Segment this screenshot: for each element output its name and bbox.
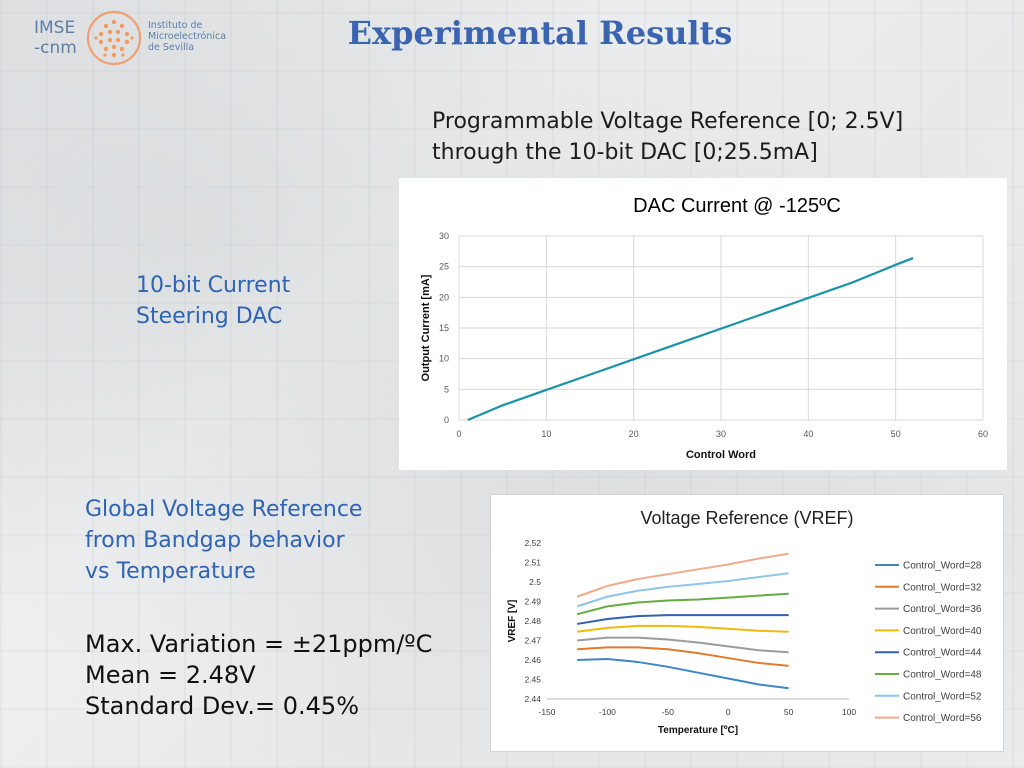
series-line-control-word-52 bbox=[576, 572, 789, 608]
y-tick-label: 10 bbox=[439, 354, 449, 364]
series-line-control-word-36 bbox=[577, 636, 789, 654]
chart-title: DAC Current @ -125ºC bbox=[633, 195, 841, 217]
y-tick-label: 2.49 bbox=[524, 597, 541, 607]
y-tick-label: 2.51 bbox=[524, 558, 541, 568]
x-tick-label: -150 bbox=[538, 707, 555, 717]
chart-title: Voltage Reference (VREF) bbox=[640, 508, 853, 528]
global-label-line-3: vs Temperature bbox=[85, 559, 256, 584]
page-title: Experimental Results bbox=[347, 14, 733, 52]
y-tick-label: 2.45 bbox=[524, 675, 541, 685]
y-tick-label: 5 bbox=[444, 384, 449, 394]
vref-chart-svg: Voltage Reference (VREF) 2.44 2.45 2.46 2.47… bbox=[507, 508, 982, 736]
dac-label: 10-bit Current Steering DAC bbox=[136, 270, 290, 332]
dac-current-chart: DAC Current @ -125ºC 0 5 10 15 20 25 30 0 10 20 30 4… bbox=[399, 178, 1007, 470]
series-line-dac-current bbox=[467, 257, 914, 422]
imse-cnm-logo: IMSE -cnm Instituto de Microelectrónica … bbox=[34, 8, 234, 68]
top-right-description: Programmable Voltage Reference [0; 2.5V]… bbox=[432, 106, 903, 168]
x-tick-label: 30 bbox=[716, 429, 726, 439]
y-tick-label: 2.46 bbox=[524, 655, 541, 665]
logo-line-1: IMSE bbox=[34, 18, 76, 38]
y-axis-label: Output Current [mA] bbox=[420, 274, 432, 381]
y-tick-label: 0 bbox=[444, 415, 449, 425]
x-tick-label: 50 bbox=[784, 707, 794, 717]
x-tick-label: 100 bbox=[842, 707, 856, 717]
statistics-block: Max. Variation = ±21ppm/ºC Mean = 2.48V … bbox=[85, 629, 432, 722]
y-axis-label: VREF [V] bbox=[507, 600, 518, 643]
logo-sun-icon bbox=[86, 10, 142, 66]
stat-std-dev: Standard Dev.= 0.45% bbox=[85, 692, 360, 720]
y-tick-label: 2.5 bbox=[529, 577, 541, 587]
x-axis-label: Temperature [ºC] bbox=[658, 725, 738, 736]
y-tick-label: 2.48 bbox=[524, 616, 541, 626]
vref-chart: Voltage Reference (VREF) 2.44 2.45 2.46 2.47… bbox=[490, 494, 1004, 752]
y-tick-label: 30 bbox=[439, 231, 449, 241]
series-line-control-word-32 bbox=[577, 646, 789, 667]
x-tick-label: 0 bbox=[726, 707, 731, 717]
logo-sub-line-1: Instituto de bbox=[148, 20, 203, 31]
logo-sub-line-3: de Sevilla bbox=[148, 42, 195, 53]
series-line-control-word-40 bbox=[577, 624, 789, 633]
x-tick-label: -50 bbox=[662, 707, 675, 717]
y-tick-label: 15 bbox=[439, 323, 449, 333]
y-tick-label: 25 bbox=[439, 262, 449, 272]
legend-entry: Control_Word=36 bbox=[903, 604, 982, 615]
x-tick-label: 40 bbox=[803, 429, 813, 439]
x-tick-label: 10 bbox=[541, 429, 551, 439]
logo-wordmark: IMSE -cnm bbox=[34, 18, 77, 58]
x-tick-label: 20 bbox=[629, 429, 639, 439]
legend-entry: Control_Word=28 bbox=[903, 561, 982, 572]
logo-line-2: -cnm bbox=[34, 38, 77, 58]
top-right-line-2: through the 10-bit DAC [0;25.5mA] bbox=[432, 140, 818, 165]
legend-entry: Control_Word=56 bbox=[903, 713, 982, 724]
x-tick-label: 0 bbox=[456, 429, 461, 439]
x-axis-label: Control Word bbox=[686, 449, 756, 461]
dac-label-line-1: 10-bit Current bbox=[136, 273, 291, 298]
legend-entry: Control_Word=40 bbox=[903, 626, 982, 637]
stat-mean: Mean = 2.48V bbox=[85, 661, 256, 689]
dac-current-chart-svg: DAC Current @ -125ºC 0 5 10 15 20 25 30 0 10 20 30 4… bbox=[420, 195, 988, 461]
x-tick-label: 50 bbox=[891, 429, 901, 439]
top-right-line-1: Programmable Voltage Reference [0; 2.5V] bbox=[432, 109, 904, 134]
legend-entry: Control_Word=52 bbox=[903, 691, 982, 702]
legend-entry: Control_Word=48 bbox=[903, 670, 982, 681]
series-line-control-word-44 bbox=[577, 614, 789, 625]
y-tick-label: 20 bbox=[439, 292, 449, 302]
y-tick-label: 2.52 bbox=[524, 538, 541, 548]
legend-entry: Control_Word=32 bbox=[903, 582, 982, 593]
series-line-control-word-48 bbox=[576, 592, 789, 616]
legend-entry: Control_Word=44 bbox=[903, 648, 982, 659]
y-tick-label: 2.44 bbox=[524, 694, 541, 704]
x-tick-label: -100 bbox=[599, 707, 616, 717]
series-line-control-word-28 bbox=[577, 658, 789, 690]
series-line-control-word-56 bbox=[576, 552, 789, 598]
global-label-line-1: Global Voltage Reference bbox=[85, 497, 363, 522]
y-tick-label: 2.47 bbox=[524, 636, 541, 646]
logo-sub-line-2: Microelectrónica bbox=[148, 31, 227, 42]
logo-institute-name: Instituto de Microelectrónica de Sevilla bbox=[148, 20, 226, 53]
global-label-line-2: from Bandgap behavior bbox=[85, 528, 345, 553]
stat-max-variation: Max. Variation = ±21ppm/ºC bbox=[85, 630, 433, 658]
global-vref-label: Global Voltage Reference from Bandgap be… bbox=[85, 494, 362, 587]
x-tick-label: 60 bbox=[978, 429, 988, 439]
dac-label-line-2: Steering DAC bbox=[136, 304, 283, 329]
